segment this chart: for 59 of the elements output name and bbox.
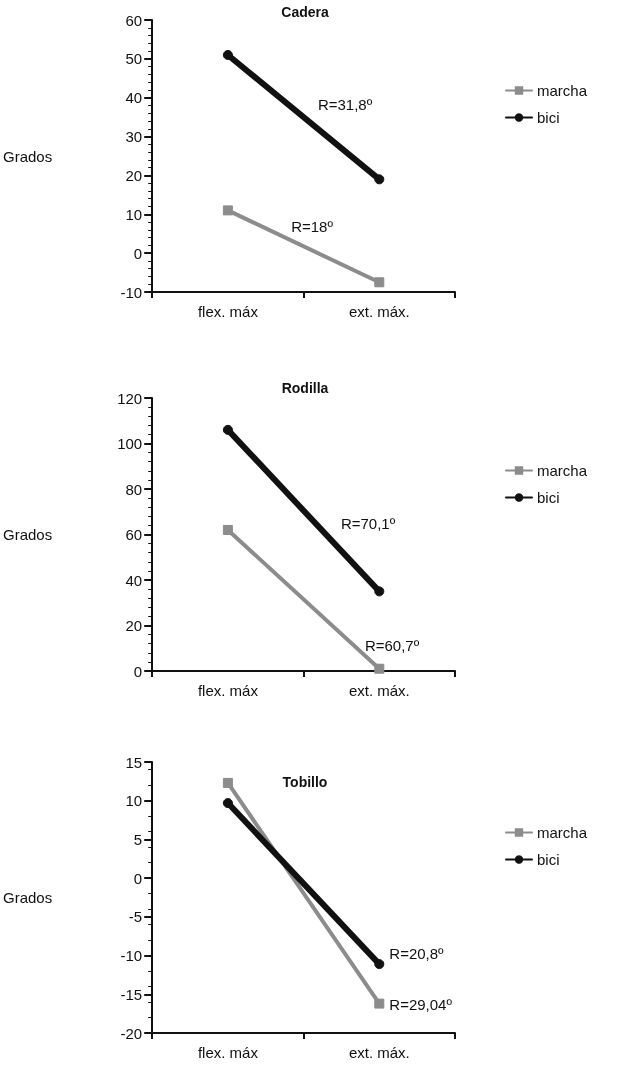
legend-label: bici — [537, 489, 560, 506]
y-tick-label: 60 — [125, 526, 143, 543]
point — [374, 277, 385, 288]
y-tick-label: 10 — [125, 205, 143, 223]
annotation: R=29,04º — [389, 995, 453, 1013]
x-tick-label: flex. máx — [197, 303, 259, 320]
annotation: R=70,1º — [340, 514, 396, 532]
y-tick-label: 20 — [125, 617, 143, 634]
legend-label: marcha — [537, 824, 588, 841]
y-tick-label: -15 — [120, 985, 143, 1003]
legend-label: marcha — [537, 462, 588, 479]
y-tick-label: -10 — [120, 947, 143, 965]
chart-title: Rodilla — [281, 380, 329, 396]
point — [222, 205, 233, 216]
point — [222, 424, 233, 435]
y-tick-label: 40 — [125, 89, 143, 107]
y-axis-title: Grados — [2, 526, 53, 543]
point — [374, 586, 385, 597]
point — [374, 998, 385, 1009]
y-tick-label: 100 — [117, 435, 143, 452]
annotation: R=20,8º — [389, 944, 445, 962]
y-tick-label: 0 — [133, 244, 143, 262]
y-tick-label: -10 — [120, 283, 143, 301]
legend-label: bici — [537, 109, 560, 126]
point — [222, 524, 233, 535]
legend-label: bici — [537, 851, 560, 868]
point — [222, 798, 233, 809]
y-tick-label: 15 — [125, 753, 143, 771]
x-tick-label: ext. máx. — [348, 682, 410, 699]
x-tick-label: flex. máx — [197, 682, 259, 699]
point — [222, 777, 233, 788]
point — [222, 49, 233, 60]
x-tick-label: flex. máx — [197, 1044, 259, 1061]
y-tick-label: 50 — [125, 50, 143, 68]
y-tick-label: 0 — [133, 869, 143, 887]
x-tick-label: ext. máx. — [348, 303, 410, 320]
y-tick-label: 30 — [125, 128, 143, 146]
annotation: R=31,8º — [317, 95, 373, 113]
point — [374, 174, 385, 185]
y-axis-title: Grados — [2, 889, 53, 906]
chart-title: Cadera — [281, 4, 329, 20]
x-tick-label: ext. máx. — [348, 1044, 410, 1061]
y-tick-label: 40 — [125, 571, 143, 589]
annotation: R=18º — [291, 217, 334, 235]
annotation: R=60,7º — [364, 636, 420, 654]
y-tick-label: 0 — [133, 662, 143, 680]
legend-label: marcha — [537, 82, 588, 99]
y-tick-label: 120 — [117, 389, 143, 407]
point — [374, 959, 385, 970]
y-tick-label: 60 — [125, 11, 143, 29]
text: Tobillo — [282, 774, 328, 790]
y-axis-title: Grados — [2, 147, 53, 165]
y-tick-label: 10 — [125, 792, 143, 810]
y-tick-label: 20 — [125, 166, 143, 184]
y-tick-label: -20 — [120, 1024, 143, 1042]
y-tick-label: -5 — [128, 908, 143, 926]
y-tick-label: 80 — [125, 480, 143, 498]
y-tick-label: 5 — [133, 830, 143, 848]
point — [374, 663, 385, 674]
